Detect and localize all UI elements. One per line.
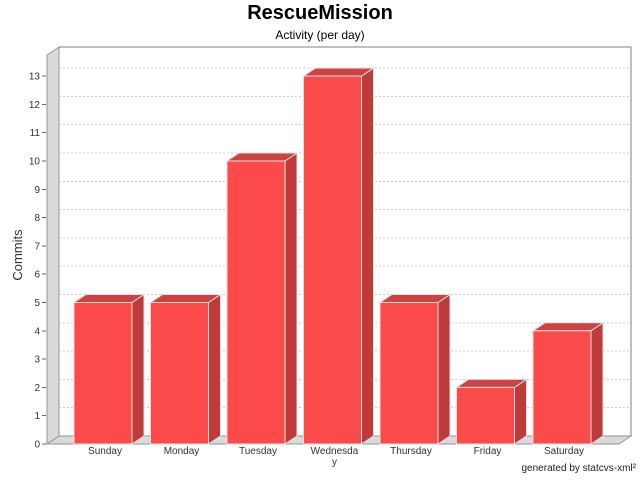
y-tick-label: 9 [34, 185, 40, 196]
y-tick-label: 11 [30, 128, 41, 139]
bar-tuesday [225, 152, 299, 445]
bar-side-face [590, 321, 604, 445]
bar-side-face [131, 293, 145, 445]
x-axis-label: Thursday [390, 446, 432, 457]
y-axis-title: Commits [10, 229, 25, 281]
bar-top-face [531, 322, 605, 332]
bar-top-face [72, 294, 146, 303]
y-tick-label: 8 [34, 213, 40, 224]
bar-top-face [301, 67, 376, 77]
bar-side-face [514, 378, 527, 445]
x-axis-label: Saturday [543, 446, 585, 457]
generator-credit: generated by statcvs-xml² [521, 463, 637, 474]
bar-front-face [532, 330, 592, 445]
bar-front-face [303, 75, 362, 445]
bar-front-face [73, 302, 133, 445]
y-tick-label: 4 [34, 326, 40, 337]
bar-wednesday [301, 67, 376, 445]
x-axis-label: Wednesday [310, 446, 359, 468]
bar-friday [454, 378, 529, 445]
bar-top-face [378, 294, 452, 303]
bar-front-face [379, 302, 439, 445]
bar-front-face [456, 386, 515, 445]
y-tick-label: 1 [34, 411, 40, 422]
y-tick-label: 2 [34, 383, 40, 394]
y-tick-label: 7 [34, 241, 40, 252]
y-tick-label: 0 [34, 440, 40, 451]
y-tick-label: 5 [34, 298, 40, 309]
chart-subtitle: Activity (per day) [275, 28, 365, 42]
y-tick-label: 13 [29, 72, 41, 83]
bar-top-face [148, 294, 223, 303]
bar-sunday [72, 293, 146, 445]
x-axis-label: Monday [163, 446, 200, 457]
y-tick-label: 6 [34, 270, 40, 281]
x-axis-label: Tuesday [239, 446, 277, 457]
bar-saturday [531, 321, 605, 445]
left-wall [46, 46, 60, 445]
bar-monday [148, 293, 223, 445]
bar-top-face [454, 378, 529, 388]
bar-front-face [150, 302, 209, 445]
bar-side-face [208, 293, 221, 445]
bar-side-face [361, 67, 374, 445]
y-tick-label: 10 [29, 157, 41, 168]
y-tick-label: 12 [29, 100, 41, 111]
bar-top-face [225, 152, 299, 162]
x-axis-label: Friday [473, 446, 502, 457]
x-axis-label: Sunday [88, 446, 122, 457]
bar-thursday [378, 293, 452, 445]
chart-title: RescueMission [247, 2, 393, 24]
bar-side-face [437, 293, 451, 445]
bar-front-face [226, 160, 286, 445]
bar-side-face [284, 152, 298, 445]
y-tick-label: 3 [34, 355, 40, 366]
